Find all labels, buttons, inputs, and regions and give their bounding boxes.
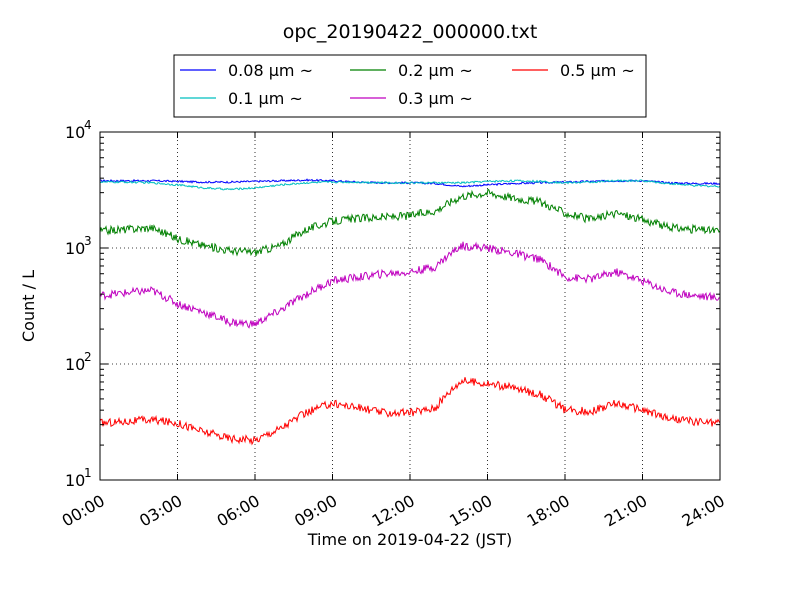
legend-label-2: 0.2 μm ~	[398, 61, 473, 80]
y-tick-exponent: 4	[84, 118, 92, 132]
legend: 0.08 μm ~ 0.1 μm ~ 0.2 μm ~ 0.3 μm ~ 0.5 μm …	[173, 54, 647, 118]
y-tick-exponent: 1	[84, 466, 92, 480]
chart-title: opc_20190422_000000.txt	[283, 21, 538, 43]
y-tick-label: 102	[65, 350, 92, 374]
series-line-4	[99, 377, 721, 446]
y-tick-label: 103	[65, 234, 92, 258]
y-tick-base: 10	[65, 239, 85, 258]
y-tick-exponent: 2	[84, 350, 92, 364]
x-axis-label: Time on 2019-04-22 (JST)	[307, 530, 512, 549]
grid-lines	[100, 132, 720, 480]
legend-label-4: 0.5 μm ~	[560, 61, 635, 80]
y-tick-base: 10	[65, 355, 85, 374]
y-axis-label: Count / L	[19, 270, 38, 342]
y-tick-exponent: 3	[84, 234, 92, 248]
y-tick-label: 104	[65, 118, 92, 142]
y-tick-base: 10	[65, 123, 85, 142]
series-lines	[99, 178, 721, 446]
y-tick-base: 10	[65, 471, 85, 490]
series-line-2	[99, 188, 721, 257]
y-tick-label: 101	[65, 466, 92, 490]
axis-ticks	[99, 131, 721, 481]
legend-label-1: 0.1 μm ~	[228, 89, 303, 108]
legend-label-0: 0.08 μm ~	[228, 61, 313, 80]
legend-box	[173, 54, 647, 118]
series-line-3	[99, 241, 721, 329]
legend-label-3: 0.3 μm ~	[398, 89, 473, 108]
series-line-1	[99, 179, 721, 191]
